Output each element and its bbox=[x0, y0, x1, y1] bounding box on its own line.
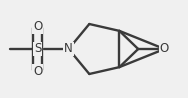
Text: O: O bbox=[33, 65, 42, 78]
Text: N: N bbox=[64, 43, 73, 55]
Text: O: O bbox=[33, 20, 42, 33]
Text: S: S bbox=[34, 43, 41, 55]
Text: O: O bbox=[160, 43, 169, 55]
